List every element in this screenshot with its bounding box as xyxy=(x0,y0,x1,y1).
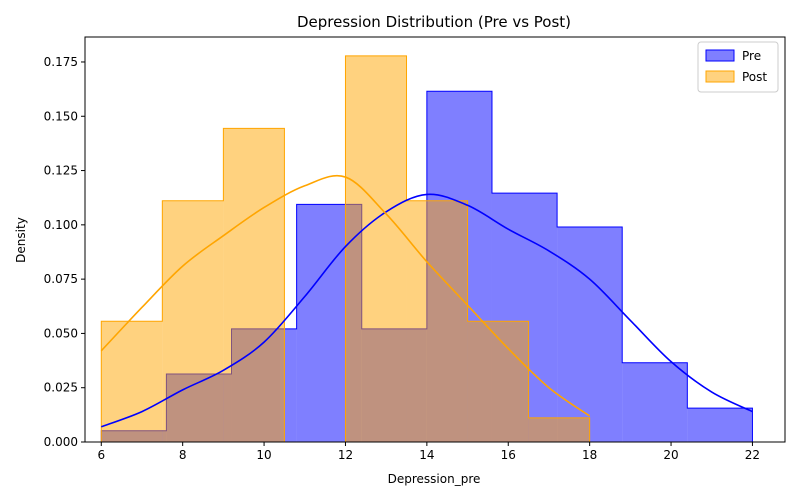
plot-frame xyxy=(84,36,786,443)
post-step-outline xyxy=(100,55,591,443)
x-tick-label-0: 6 xyxy=(97,448,105,462)
y-tick-label-2: 0.050 xyxy=(44,326,78,340)
pre-bar-9 xyxy=(687,408,753,442)
pre-kde-line xyxy=(100,193,753,428)
y-axis-label: Density xyxy=(14,217,28,263)
y-tick-label-5: 0.125 xyxy=(44,164,78,178)
axes xyxy=(84,36,786,443)
x-tick-label-6: 18 xyxy=(582,448,597,462)
y-tick-label-3: 0.075 xyxy=(44,272,78,286)
x-tick-label-3: 12 xyxy=(338,448,353,462)
post-bars xyxy=(100,55,591,443)
post-kde-line xyxy=(100,174,591,417)
post-bar-0 xyxy=(101,321,163,442)
pre-bar-8 xyxy=(622,362,688,442)
y-tick-label-4: 0.100 xyxy=(44,218,78,232)
x-tick-label-4: 14 xyxy=(419,448,434,462)
legend-swatch-post xyxy=(705,70,735,83)
pre-bar-7 xyxy=(557,227,623,442)
post-bar-6 xyxy=(467,321,529,442)
y-tick-label-1: 0.025 xyxy=(44,381,78,395)
x-tick-label-1: 8 xyxy=(179,448,187,462)
post-bar-2 xyxy=(223,128,285,443)
legend: Pre Post xyxy=(697,41,779,93)
x-tick-label-5: 16 xyxy=(501,448,516,462)
legend-swatch-pre xyxy=(705,49,735,62)
legend-label-pre: Pre xyxy=(742,49,761,63)
x-tick-label-8: 22 xyxy=(745,448,760,462)
chart-title: Depression Distribution (Pre vs Post) xyxy=(297,13,571,31)
y-tick-label-6: 0.150 xyxy=(44,109,78,123)
x-axis-label: Depression_pre xyxy=(388,472,481,486)
y-tick-label-7: 0.175 xyxy=(44,55,78,69)
x-tick-label-2: 10 xyxy=(256,448,271,462)
post-bar-4 xyxy=(345,55,407,442)
legend-label-post: Post xyxy=(742,70,767,84)
post-bar-1 xyxy=(162,200,224,442)
x-tick-label-7: 20 xyxy=(663,448,678,462)
y-tick-label-0: 0.000 xyxy=(44,435,78,449)
post-bar-7 xyxy=(528,417,590,442)
kde-lines xyxy=(100,174,753,428)
post-bar-5 xyxy=(406,200,468,442)
ticks: 6 8 10 12 14 16 18 20 22 0.000 0.025 0.050 0.075 0.10… xyxy=(44,55,760,462)
